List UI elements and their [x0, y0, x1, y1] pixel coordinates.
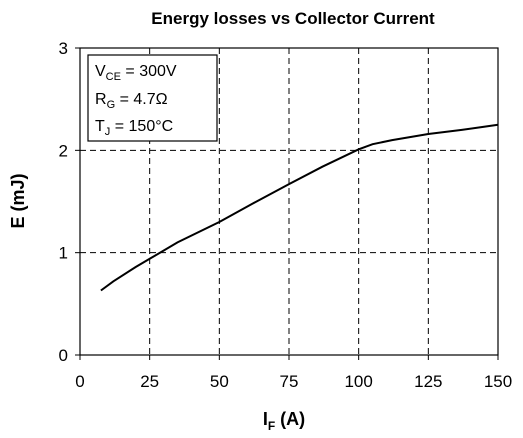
- x-tick-label: 150: [484, 372, 512, 391]
- x-tick-label: 100: [344, 372, 372, 391]
- annotation-tj: TJ = 150°C: [95, 118, 173, 138]
- annotation-vce: VCE = 300V: [95, 63, 177, 83]
- x-tick-label: 50: [210, 372, 229, 391]
- annotation-box: VCE = 300V RG = 4.7Ω TJ = 150°C: [87, 54, 218, 142]
- plot-frame: [79, 47, 499, 356]
- x-tick-label: 75: [280, 372, 299, 391]
- y-axis-label: E (mJ): [8, 173, 28, 228]
- x-tick-labels: 0 25 50 75 100 125 150: [75, 355, 512, 391]
- x-axis-label: IF (A): [263, 409, 305, 433]
- y-tick-label: 3: [59, 39, 68, 58]
- y-tick-label: 0: [59, 346, 68, 365]
- x-tick-label: 0: [75, 372, 84, 391]
- x-tick-label: 25: [140, 372, 159, 391]
- series-line-energy: [100, 123, 499, 292]
- x-tick-label: 125: [414, 372, 442, 391]
- y-tick-labels: 0 1 2 3: [59, 39, 80, 365]
- annotation-rg: RG = 4.7Ω: [95, 91, 168, 111]
- y-tick-label: 1: [59, 244, 68, 263]
- annotation-frame: [87, 54, 218, 142]
- y-tick-label: 2: [59, 141, 68, 160]
- chart-title: Energy losses vs Collector Current: [151, 9, 435, 28]
- grid-lines: [80, 48, 498, 355]
